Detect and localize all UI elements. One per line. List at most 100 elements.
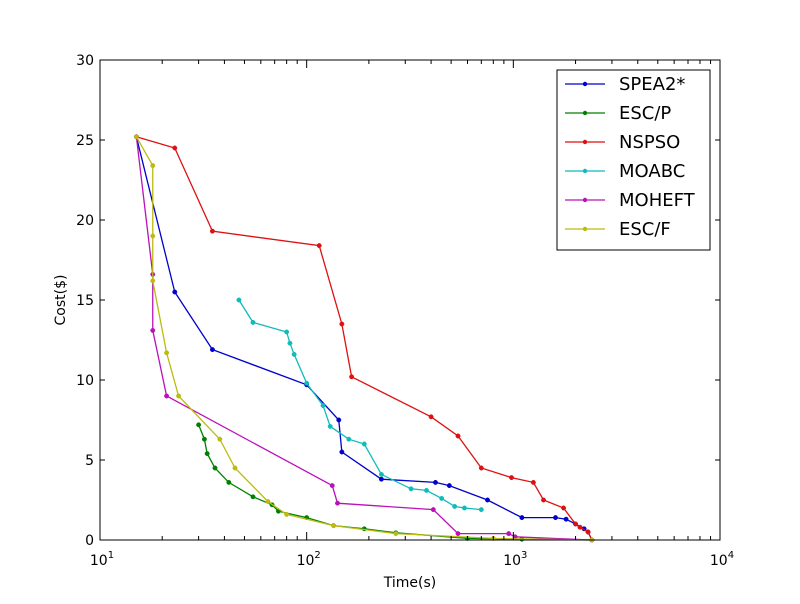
data-point xyxy=(346,436,352,442)
legend-swatch-marker xyxy=(582,110,588,116)
legend-label: SPEA2* xyxy=(619,74,685,95)
data-point xyxy=(455,531,461,537)
series-layer xyxy=(133,134,595,543)
data-point xyxy=(339,449,345,455)
data-point xyxy=(446,483,452,489)
data-point xyxy=(250,494,256,500)
y-tick-label: 5 xyxy=(85,453,94,469)
data-point xyxy=(291,351,297,357)
data-point xyxy=(172,289,178,295)
data-point xyxy=(563,516,569,522)
x-axis-label: Time(s) xyxy=(383,575,436,591)
legend-swatch-marker xyxy=(582,197,588,203)
x-tick-label: 101 xyxy=(90,550,114,569)
data-point xyxy=(361,441,367,447)
data-point xyxy=(226,479,232,485)
data-point xyxy=(172,145,178,151)
data-point xyxy=(329,483,335,489)
legend-label: NSPSO xyxy=(619,132,680,153)
data-point xyxy=(393,531,399,537)
y-tick-label: 15 xyxy=(76,293,94,309)
data-point xyxy=(585,529,591,535)
data-point xyxy=(204,451,210,457)
data-point xyxy=(519,515,525,521)
legend-item: MOHEFT xyxy=(565,190,696,211)
legend-label: MOABC xyxy=(619,161,685,182)
legend-item: SPEA2* xyxy=(565,74,685,95)
legend-label: ESC/P xyxy=(619,103,671,124)
legend-label: MOHEFT xyxy=(619,190,696,211)
data-point xyxy=(284,511,290,517)
data-point xyxy=(561,505,567,511)
data-point xyxy=(236,297,242,303)
data-point xyxy=(339,321,345,327)
data-point xyxy=(133,134,139,140)
data-point xyxy=(433,479,438,485)
data-point xyxy=(506,531,512,537)
data-point xyxy=(349,374,355,380)
y-tick-label: 0 xyxy=(85,533,94,549)
data-point xyxy=(209,347,215,353)
data-point xyxy=(461,505,467,511)
data-point xyxy=(250,319,256,325)
data-point xyxy=(424,487,429,493)
legend-item: ESC/P xyxy=(565,103,671,124)
data-point xyxy=(541,497,546,503)
data-point xyxy=(212,465,218,471)
data-point xyxy=(320,403,326,409)
data-point xyxy=(452,503,458,509)
x-tick-label: 103 xyxy=(503,550,527,569)
data-point xyxy=(327,423,333,429)
series-3 xyxy=(236,297,484,513)
data-point xyxy=(265,499,271,505)
legend-swatch-marker xyxy=(582,226,588,232)
legend-label: ESC/F xyxy=(619,219,671,240)
data-point xyxy=(478,507,484,513)
data-point xyxy=(331,523,337,529)
data-point xyxy=(217,436,223,442)
data-point xyxy=(209,228,215,234)
data-point xyxy=(428,414,434,420)
y-tick-label: 10 xyxy=(76,373,94,389)
legend: SPEA2* ESC/P NSPSO MOABC MOHEFT ESC/F xyxy=(556,69,711,251)
data-point xyxy=(577,524,583,530)
data-point xyxy=(201,436,207,442)
data-point xyxy=(553,515,558,521)
data-point xyxy=(287,340,293,346)
data-point xyxy=(485,497,490,503)
legend-item: ESC/F xyxy=(565,219,671,240)
data-point xyxy=(336,417,342,423)
data-point xyxy=(316,243,322,249)
data-point xyxy=(232,465,238,471)
data-point xyxy=(150,278,156,284)
data-point xyxy=(573,521,578,527)
data-point xyxy=(408,486,414,492)
data-point xyxy=(284,329,290,335)
data-point xyxy=(150,327,156,333)
series-4 xyxy=(133,134,595,543)
data-point xyxy=(150,233,156,239)
x-tick-label: 102 xyxy=(297,550,321,569)
data-point xyxy=(176,393,182,399)
axes: 0 5 10 15 20 25 30 101 102 103 104 xyxy=(76,53,734,569)
data-point xyxy=(164,350,170,356)
data-point xyxy=(150,163,156,169)
legend-box xyxy=(556,69,711,251)
legend-swatch-marker xyxy=(582,139,588,145)
data-point xyxy=(439,495,445,501)
data-point xyxy=(335,500,340,506)
data-point xyxy=(509,475,514,481)
data-point xyxy=(530,479,536,485)
data-point xyxy=(196,422,202,428)
data-point xyxy=(378,471,384,477)
legend-swatch-marker xyxy=(582,168,588,174)
data-point xyxy=(304,380,310,386)
y-axis-label: Cost($) xyxy=(53,275,69,326)
legend-swatch-marker xyxy=(582,81,588,87)
legend-item: NSPSO xyxy=(565,132,680,153)
data-point xyxy=(478,465,484,471)
series-line xyxy=(135,136,592,541)
y-tick-label: 25 xyxy=(76,133,94,149)
